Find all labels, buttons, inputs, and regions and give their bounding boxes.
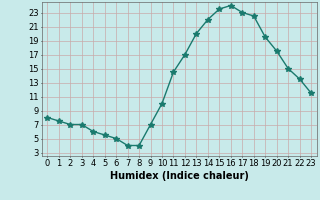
- X-axis label: Humidex (Indice chaleur): Humidex (Indice chaleur): [110, 171, 249, 181]
